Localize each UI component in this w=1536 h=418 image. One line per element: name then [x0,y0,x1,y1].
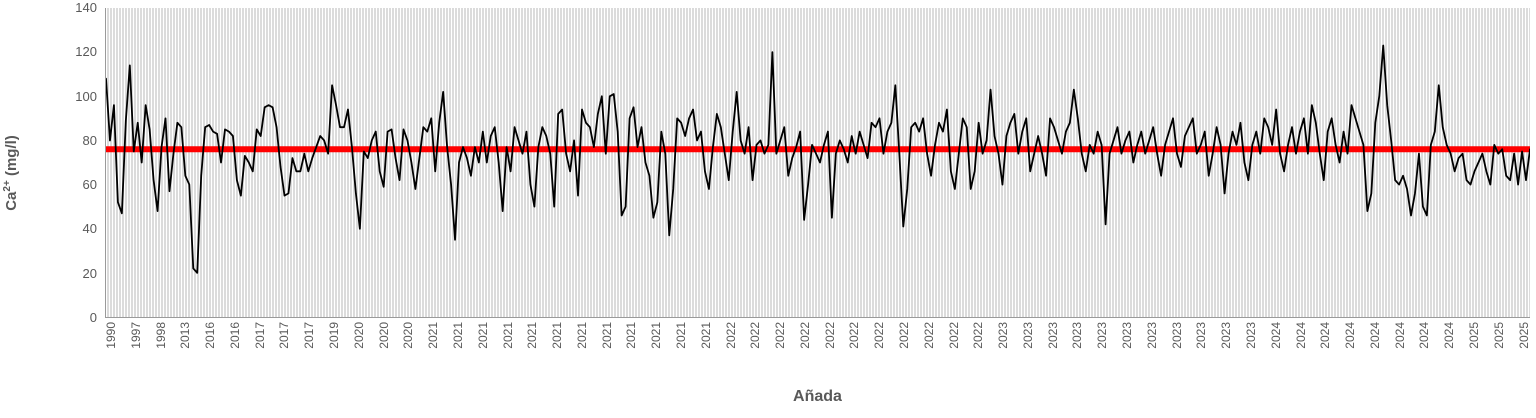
x-axis-tick-label: 2022 [921,322,936,349]
x-axis-tick-label: 2024 [1268,322,1283,349]
y-axis-title-rest: (mg/l) [3,135,20,181]
x-axis-tick-label: 2021 [624,322,639,349]
x-axis-tick-label: 2023 [1169,322,1184,349]
x-axis-tick-label: 2022 [897,322,911,349]
x-axis-tick-label: 2023 [1045,322,1060,349]
y-axis-tick-label: 20 [82,265,97,281]
x-axis-tick-label: 2016 [227,322,242,349]
x-axis-tick-label: 1997 [128,322,143,349]
x-axis-tick-label: 2023 [1243,322,1258,349]
x-axis-tick-label: 2024 [1392,322,1407,349]
x-axis-tick-label: 2021 [698,322,713,349]
x-axis-tick-label: 2021 [450,322,465,349]
y-axis-title-sup: 2+ [2,180,13,192]
x-axis-tick-label: 2021 [525,322,540,349]
x-axis-tick-label: 2023 [1095,322,1110,349]
x-axis-tick-label: 2022 [946,322,961,349]
x-axis-tick-label: 2021 [500,322,515,349]
y-axis-tick-label: 100 [75,88,97,104]
chart-canvas [106,44,1530,274]
x-axis-tick-label: 2017 [277,322,292,349]
x-axis-tick-label: 1990 [104,322,118,349]
y-axis-tick-label: 60 [82,177,97,193]
x-axis-tick-label: 2022 [971,322,986,349]
y-axis-title-base: Ca [3,191,20,211]
x-axis-tick-label: 2016 [203,322,218,349]
x-axis-tick-label: 2021 [649,322,664,349]
x-axis-tick-label: 2023 [1120,322,1135,349]
x-axis-tick-label: 2020 [401,322,416,349]
x-axis-tick-label: 2021 [426,322,441,349]
x-axis-tick-label: 2025 [1516,322,1531,349]
x-axis-tick-label: 2022 [723,322,738,349]
x-axis-title: Añada [793,388,842,405]
x-axis-tick-label: 2022 [847,322,862,349]
x-axis-tick-label: 2023 [1194,322,1209,349]
x-axis-tick-label: 2019 [327,322,342,349]
x-axis-tick-label: 2021 [673,322,688,349]
x-axis-tick-label: 2021 [475,322,490,349]
y-axis-tick-label: 80 [82,132,97,148]
x-axis-tick-label: 2023 [1219,322,1234,349]
x-axis-tick-label: 2025 [1466,322,1481,349]
y-axis-tick-label: 40 [82,221,97,237]
y-axis-title: Ca2+ (mg/l) [2,98,22,248]
x-axis-tick-label: 2022 [748,322,763,349]
x-axis-tick-label: 2024 [1442,322,1457,349]
y-axis-tick-label: 140 [75,0,97,15]
x-axis-tick-label: 2023 [1144,322,1159,349]
x-axis-tick-label: 2024 [1367,322,1382,349]
x-axis-tick-label: 2023 [996,322,1011,349]
plot-area [105,8,1530,318]
x-axis-tick-label: 2013 [178,322,193,349]
x-axis-tick-label: 2020 [351,322,366,349]
x-axis-tick-label: 1998 [153,322,168,349]
x-axis-tick-label: 2022 [773,322,788,349]
y-axis-tick-label: 0 [89,310,97,325]
x-axis-tick-label: 2021 [550,322,565,349]
x-axis-tick-label: 2022 [822,322,837,349]
x-axis-tick-label: 2022 [797,322,812,349]
x-axis-tick-label: 2023 [1070,322,1085,349]
x-axis-tick-label: 2023 [1020,322,1035,349]
x-axis-tick-label: 2024 [1318,322,1333,349]
x-axis-tick-label: 2020 [376,322,391,349]
x-axis-tick-label: 2025 [1491,322,1506,349]
x-axis-tick-label: 2024 [1343,322,1358,349]
x-axis-tick-labels: 1990 1997 1998 2013 2016 2016 2017 2017 2017 2019… [104,322,1531,372]
y-axis-tick-label: 120 [75,44,97,60]
x-axis-tick-label: 2017 [252,322,267,349]
x-axis-tick-label: 2021 [599,322,614,349]
x-axis-tick-label: 2022 [872,322,887,349]
x-axis-tick-label: 2024 [1417,322,1432,349]
x-axis-tick-label: 2021 [574,322,589,349]
x-axis-tick-label: 2024 [1293,322,1308,349]
series-line [106,44,1530,274]
x-axis-tick-label: 2017 [302,322,317,349]
